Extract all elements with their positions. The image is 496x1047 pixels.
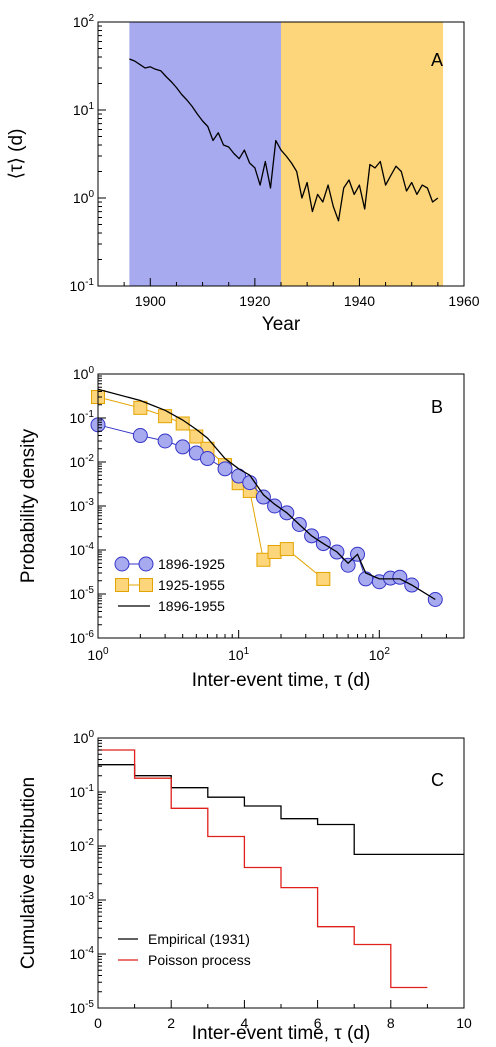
y-tick-label: 100 [73,365,95,382]
panel-b-ylabel: Probability density [18,428,39,583]
point-1925-1955-1 [133,400,148,415]
y-tick-label: 10-2 [70,837,95,854]
step-line-Poisson process [98,749,428,989]
legend-marker-square-left [115,578,129,592]
point-1896-1925-6 [217,461,233,477]
legend-marker-square-right [139,578,153,592]
point-1896-1925-3 [175,439,191,455]
panel-c-xlabel: Inter-event time, τ (d) [192,1023,371,1044]
x-tick-label-1900: 1900 [135,293,166,309]
shaded-region-1 [129,22,281,286]
x-tick-label-8: 8 [387,1015,395,1031]
legend-label-1896-1955: 1896-1955 [158,598,225,614]
y-tick-label: 10-1 [70,277,95,294]
x-tick-label: 100 [87,646,109,663]
legend-label-poisson: Poisson process [148,952,251,968]
legend-label-empirical: Empirical (1931) [148,931,250,947]
y-tick-label: 10-3 [70,891,95,908]
panel-b-xlabel: Inter-event time, τ (d) [192,670,371,691]
y-tick-label: 10-4 [70,945,95,962]
legend-label-1925-1955: 1925-1955 [158,577,225,593]
y-tick-label: 10-6 [70,629,95,646]
x-tick-label: 102 [369,646,391,663]
panel-c-letter: C [431,770,444,790]
panel-a-shaded-regions [129,22,444,286]
panel-c-series [98,749,464,989]
legend-label-1896-1925: 1896-1925 [158,556,225,572]
y-tick-label: 102 [73,13,95,30]
x-tick-label-1920: 1920 [239,293,270,309]
mean-interevent-line [129,58,439,222]
point-1896-1925-16 [340,557,356,573]
point-1925-1955-9 [256,552,271,567]
point-1896-1925-18 [358,571,374,587]
x-tick-label-6: 6 [314,1015,322,1031]
panel-b-letter: B [431,397,443,417]
y-tick-label: 101 [73,101,95,118]
point-1925-1955-12 [316,571,331,586]
x-tick-label-2: 2 [167,1015,175,1031]
panel-a-ylabel: ⟨τ⟩ (d) [6,129,27,180]
x-tick-label-1960: 1960 [448,293,479,309]
panel-b-series [90,388,443,607]
legend-marker-circle-right [138,556,154,572]
y-tick-label: 100 [73,729,95,746]
point-1896-1925-21 [392,569,408,585]
x-tick-label-4: 4 [241,1015,249,1031]
panel-a-series [129,58,439,222]
y-tick-label: 10-4 [70,541,95,558]
x-tick-label-10: 10 [456,1015,472,1031]
point-1925-1955-3 [175,416,190,431]
x-tick-label: 101 [228,646,250,663]
point-1896-1925-9 [255,489,271,505]
x-tick-label-0: 0 [94,1015,102,1031]
y-tick-label: 10-5 [70,999,95,1016]
y-tick-label: 100 [73,189,95,206]
panel-a: 1900 1920 1940 1960 10-1 100 101 102 A Year ⟨τ⟩… [6,13,480,335]
panel-c-ylabel: Cumulative distribution [18,777,39,969]
point-1896-1925-5 [199,451,215,467]
point-1925-1955-2 [158,409,173,424]
panel-a-letter: A [431,50,443,70]
panel-b-ticks: 100 101 102 10-6 10-5 10-4 10-3 10-2 10-1 100 [70,365,447,663]
y-tick-label: 10-2 [70,453,95,470]
point-1896-1925-2 [157,433,173,449]
series-line-1896-1955 [97,388,436,601]
panel-a-xlabel: Year [262,314,301,335]
panel-c: 0 2 4 6 8 10 10-5 10-4 10-3 10-2 10-1 100 C Empiric… [18,729,472,1044]
legend-marker-circle-left [114,556,130,572]
y-tick-label: 10-5 [70,585,95,602]
x-tick-label-1940: 1940 [344,293,375,309]
point-1925-1955-4 [189,429,204,444]
y-tick-label: 10-3 [70,497,95,514]
shaded-region-2 [281,22,444,286]
point-1925-1955-10 [267,545,282,560]
y-tick-label: 10-1 [70,783,95,800]
y-tick-label: 10-1 [70,409,95,426]
panel-c-ticks: 0 2 4 6 8 10 10-5 10-4 10-3 10-2 10-1 100 [70,729,472,1031]
panel-b: 100 101 102 10-6 10-5 10-4 10-3 10-2 10-1 100 B 1… [18,365,465,691]
point-1896-1925-10 [267,498,283,514]
panel-a-ticks: 1900 1920 1940 1960 10-1 100 101 102 [70,13,480,309]
point-1925-1955-11 [279,542,294,557]
panel-b-legend: 1896-1925 1925-1955 1896-1955 [114,556,225,614]
panel-c-legend: Empirical (1931) Poisson process [118,931,251,968]
point-1896-1925-1 [132,428,148,444]
step-line-Empirical (1931) [98,764,464,856]
panel-b-legend-marks [114,556,154,607]
